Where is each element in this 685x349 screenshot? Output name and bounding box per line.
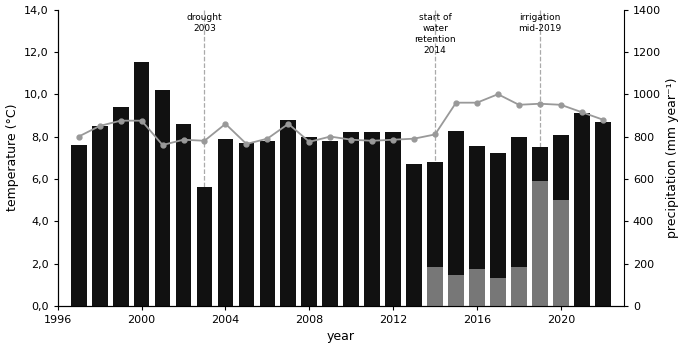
Bar [595,122,610,306]
Bar [532,147,548,306]
Bar [175,124,191,306]
Bar [113,107,129,306]
Bar [406,164,422,306]
Bar [469,269,485,306]
Bar [448,131,464,306]
Y-axis label: temperature (°C): temperature (°C) [5,104,18,211]
Bar [364,132,380,306]
Bar [469,146,485,306]
Y-axis label: precipitation (mm year⁻¹): precipitation (mm year⁻¹) [667,77,680,238]
Text: irrigation
mid-2019: irrigation mid-2019 [519,13,562,33]
Bar [553,200,569,306]
Bar [71,145,86,306]
Text: start of
water
retention
2014: start of water retention 2014 [414,13,456,55]
Bar [260,141,275,306]
Bar [385,132,401,306]
Bar [511,267,527,306]
Bar [301,136,317,306]
Bar [574,113,590,306]
Bar [218,139,234,306]
Bar [490,279,506,306]
Bar [448,275,464,306]
Bar [155,90,171,306]
X-axis label: year: year [327,331,355,343]
Bar [427,162,443,306]
Bar [323,141,338,306]
Bar [511,136,527,306]
Bar [490,154,506,306]
Bar [280,120,296,306]
Bar [553,135,569,306]
Bar [92,126,108,306]
Bar [532,181,548,306]
Bar [134,62,149,306]
Bar [238,143,254,306]
Bar [343,132,359,306]
Bar [427,267,443,306]
Text: drought
2003: drought 2003 [187,13,223,33]
Bar [197,187,212,306]
